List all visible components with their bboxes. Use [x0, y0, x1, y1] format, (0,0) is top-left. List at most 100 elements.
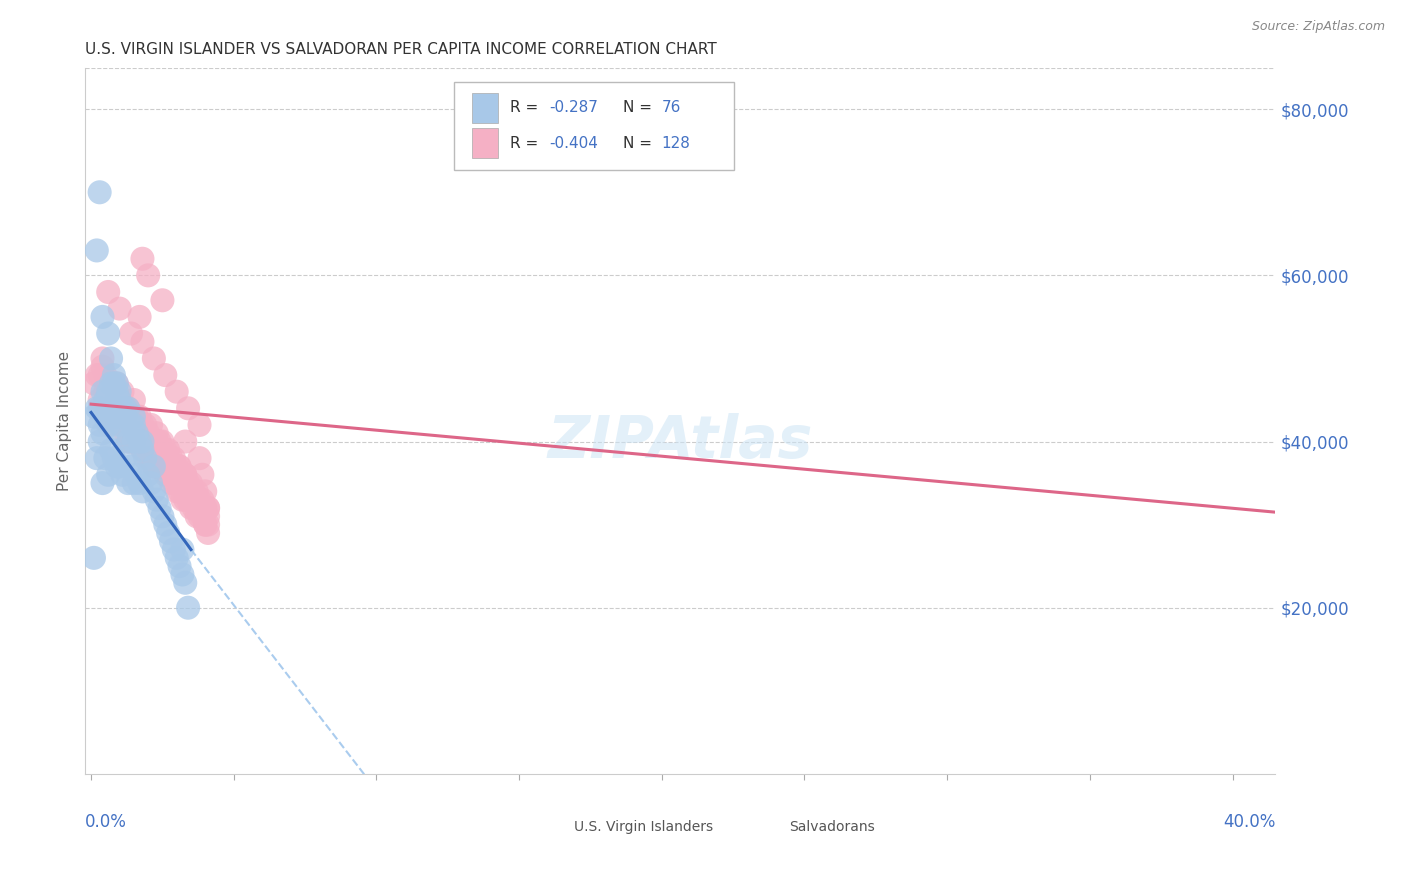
Point	[120, 434, 142, 449]
Point	[160, 459, 183, 474]
FancyBboxPatch shape	[454, 82, 734, 170]
Point	[174, 492, 197, 507]
Point	[148, 501, 170, 516]
Point	[122, 476, 145, 491]
Point	[145, 459, 167, 474]
Text: N =: N =	[623, 101, 657, 115]
Point	[83, 550, 105, 565]
Point	[186, 492, 208, 507]
Point	[86, 401, 108, 416]
Point	[186, 484, 208, 499]
Point	[148, 451, 170, 466]
Point	[111, 426, 134, 441]
Point	[191, 467, 214, 482]
Point	[103, 451, 125, 466]
Point	[100, 376, 122, 391]
Point	[169, 484, 191, 499]
Point	[169, 459, 191, 474]
Point	[105, 384, 128, 399]
Point	[194, 484, 217, 499]
Point	[174, 467, 197, 482]
Point	[111, 417, 134, 432]
Point	[105, 459, 128, 474]
Text: Salvadorans: Salvadorans	[789, 820, 875, 834]
Point	[94, 384, 117, 399]
Point	[94, 401, 117, 416]
Point	[128, 310, 150, 324]
Point	[125, 417, 148, 432]
Point	[125, 426, 148, 441]
Text: R =: R =	[510, 101, 543, 115]
Point	[117, 476, 139, 491]
Point	[131, 442, 153, 457]
Point	[174, 467, 197, 482]
Point	[103, 376, 125, 391]
Point	[122, 434, 145, 449]
Point	[136, 434, 159, 449]
Point	[197, 517, 219, 532]
Point	[194, 517, 217, 532]
Point	[139, 417, 162, 432]
Point	[139, 434, 162, 449]
Point	[145, 434, 167, 449]
Text: N =: N =	[623, 136, 657, 151]
Point	[174, 434, 197, 449]
Point	[169, 459, 191, 474]
Point	[125, 467, 148, 482]
Point	[97, 467, 120, 482]
Point	[157, 467, 180, 482]
Point	[166, 550, 188, 565]
Point	[131, 434, 153, 449]
Point	[97, 384, 120, 399]
Point	[100, 376, 122, 391]
Point	[157, 525, 180, 540]
Point	[128, 417, 150, 432]
Point	[94, 368, 117, 382]
Point	[86, 451, 108, 466]
Point	[91, 426, 114, 441]
Point	[191, 492, 214, 507]
Point	[105, 392, 128, 407]
Point	[197, 509, 219, 524]
Point	[166, 384, 188, 399]
Point	[142, 484, 165, 499]
Point	[100, 442, 122, 457]
Point	[91, 359, 114, 374]
Point	[134, 417, 156, 432]
Point	[125, 409, 148, 424]
Point	[108, 384, 131, 399]
Point	[89, 392, 111, 407]
Bar	[472, 128, 498, 158]
Point	[152, 434, 174, 449]
Point	[120, 417, 142, 432]
Point	[169, 559, 191, 574]
Point	[111, 401, 134, 416]
Point	[194, 517, 217, 532]
Point	[136, 268, 159, 283]
Text: R =: R =	[510, 136, 543, 151]
Text: 128: 128	[661, 136, 690, 151]
Point	[180, 476, 202, 491]
Point	[89, 434, 111, 449]
Point	[108, 459, 131, 474]
Point	[103, 409, 125, 424]
Point	[100, 409, 122, 424]
Point	[166, 484, 188, 499]
Point	[105, 376, 128, 391]
Point	[139, 451, 162, 466]
Point	[197, 501, 219, 516]
Point	[172, 567, 194, 582]
Point	[131, 442, 153, 457]
Point	[142, 434, 165, 449]
Point	[100, 351, 122, 366]
Point	[160, 451, 183, 466]
Point	[157, 442, 180, 457]
Point	[114, 401, 136, 416]
Point	[120, 459, 142, 474]
Point	[94, 409, 117, 424]
Point	[131, 252, 153, 266]
Point	[160, 534, 183, 549]
Point	[139, 476, 162, 491]
Point	[122, 434, 145, 449]
Text: -0.287: -0.287	[550, 101, 599, 115]
